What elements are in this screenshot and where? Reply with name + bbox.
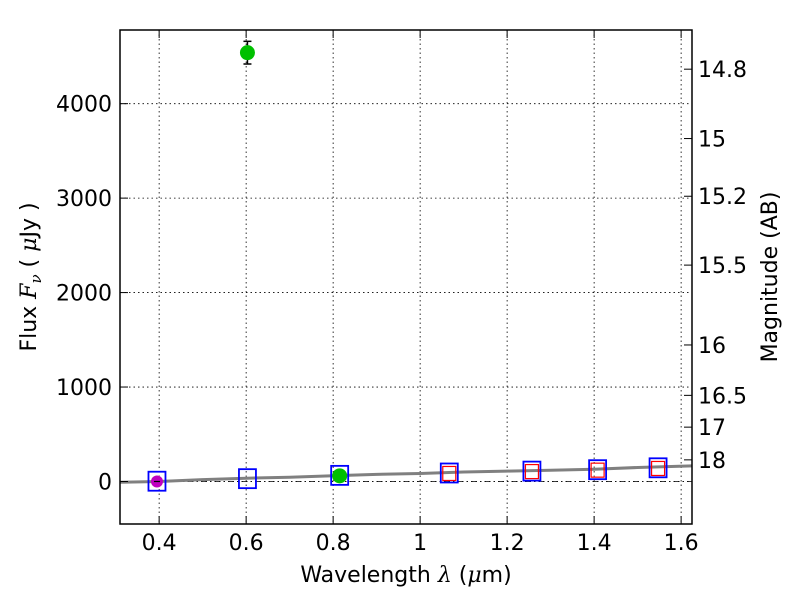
x-tick-label: 1.4 xyxy=(577,531,612,556)
x-axis-label: Wavelength λ (μm) xyxy=(300,563,511,588)
y-tick-label: 2000 xyxy=(56,282,112,307)
y-tick-label: 1000 xyxy=(56,376,112,401)
model-photometry-inner-box xyxy=(524,463,540,480)
y-tick-label: 0 xyxy=(98,470,112,495)
model-photometry-inner-box xyxy=(590,462,605,478)
magnitude-tick-label: 15 xyxy=(698,128,726,153)
magnitude-tick-label: 18 xyxy=(698,449,726,474)
model-photometry-box xyxy=(439,462,459,484)
model-photometry-inner-box xyxy=(650,460,666,477)
model-photometry-inner-box xyxy=(442,465,457,482)
x-tick-label: 0.6 xyxy=(229,531,264,556)
axes: 0.4 0.6 0.8 1 1.2 1.4 1.6 0 1000 2000 3000 4000 14.8… xyxy=(56,30,747,556)
magnitude-tick-label: 14.8 xyxy=(698,58,747,83)
x-tick-label: 0.8 xyxy=(316,531,351,556)
magnitude-tick-label: 15.2 xyxy=(698,185,747,210)
model-photometry-box xyxy=(330,464,350,486)
plot-area xyxy=(119,40,693,492)
magnitude-tick-label: 17 xyxy=(698,416,726,441)
model-photometry-box xyxy=(238,468,257,490)
x-tick-label: 1 xyxy=(413,531,427,556)
model-photometry-box xyxy=(522,460,542,482)
model-sed-line xyxy=(119,464,693,484)
observed-point xyxy=(332,468,348,484)
y-tick-label: 3000 xyxy=(56,187,112,212)
magnitude-tick-label: 15.5 xyxy=(698,254,747,279)
magnitude-tick-label: 16.5 xyxy=(698,384,747,409)
grid xyxy=(120,30,692,524)
observed-point xyxy=(239,45,255,61)
model-photometry-box xyxy=(147,470,167,492)
y-axis-label: Flux Fν ( μJy ) xyxy=(17,202,45,351)
x-tick-label: 1.6 xyxy=(664,531,699,556)
plot-frame xyxy=(119,29,693,525)
magnitude-axis-label: Magnitude (AB) xyxy=(758,192,783,363)
y-tick-label: 4000 xyxy=(56,93,112,118)
magnitude-tick-label: 16 xyxy=(698,334,726,359)
model-photometry-box xyxy=(588,459,608,481)
x-tick-label: 1.2 xyxy=(490,531,525,556)
model-photometry-box xyxy=(648,457,668,479)
x-tick-label: 0.4 xyxy=(142,531,177,556)
